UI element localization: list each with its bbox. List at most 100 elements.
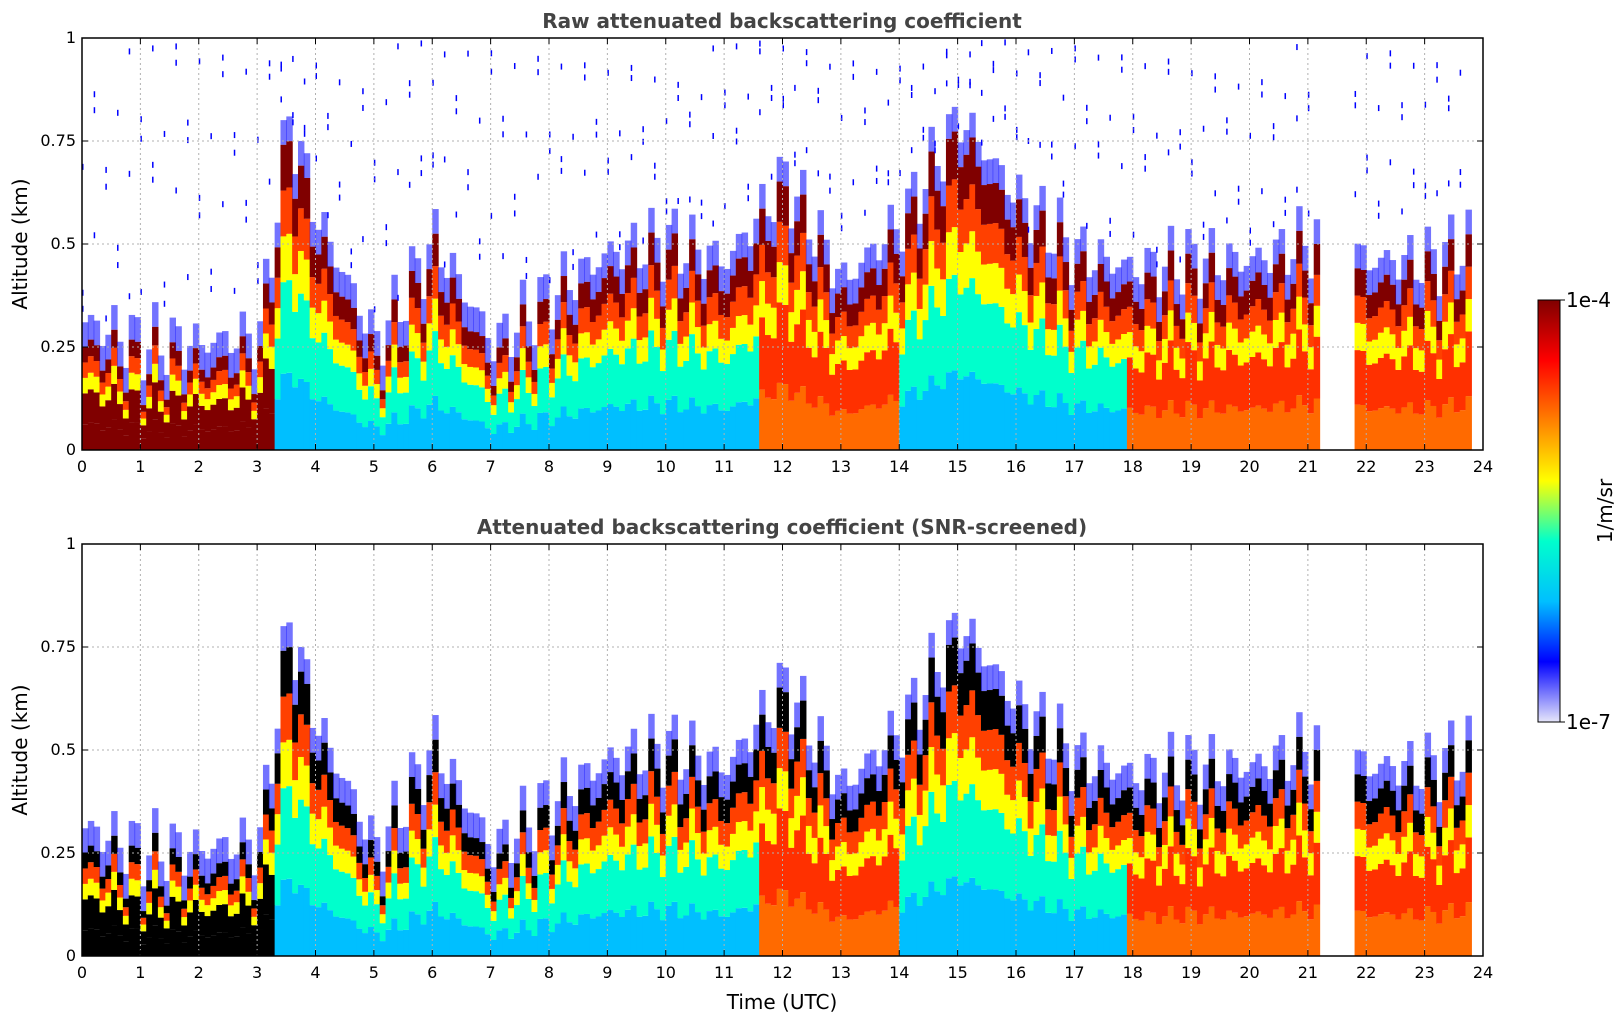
profile-column	[776, 156, 784, 450]
profile-column	[589, 274, 597, 450]
profile-column	[362, 839, 369, 956]
profile-column	[1354, 90, 1362, 450]
x-tick-label: 19	[1181, 963, 1201, 982]
profile-column	[397, 43, 404, 450]
profile-column	[729, 756, 737, 956]
profile-column	[128, 48, 136, 450]
profile-column	[1138, 284, 1146, 450]
profile-column	[1418, 788, 1426, 956]
profile-column	[1261, 79, 1268, 450]
profile-column	[1296, 712, 1303, 956]
profile-column	[449, 252, 457, 450]
profile-column	[1021, 704, 1029, 956]
profile-column	[1173, 785, 1181, 956]
profile-column	[1132, 113, 1140, 450]
profile-column	[887, 99, 895, 450]
profile-column	[718, 772, 725, 956]
profile-column	[683, 769, 690, 956]
profile-column	[1179, 800, 1186, 956]
x-tick-label: 7	[486, 963, 496, 982]
profile-column	[916, 223, 924, 450]
profile-column	[1103, 256, 1110, 450]
profile-column	[934, 671, 941, 956]
profile-column	[584, 62, 591, 450]
profile-column	[379, 871, 387, 956]
profile-column	[578, 258, 585, 450]
x-tick-label: 0	[77, 963, 87, 982]
profile-column	[1138, 790, 1146, 956]
profile-column	[344, 274, 352, 450]
profile-column	[741, 738, 749, 956]
profile-column	[992, 60, 1000, 450]
x-tick-label: 18	[1123, 457, 1143, 476]
y-tick-label: 1	[66, 28, 76, 47]
profile-column	[940, 687, 947, 956]
profile-column	[998, 165, 1005, 450]
x-ticks-raw: 0 1 2 3 4 5 6 7 8 9 10 11 12 13 14 15 16 17 18 19 20 21 22 23 24	[77, 38, 1493, 476]
profile-column	[829, 63, 836, 450]
y-tick-label: 0.75	[40, 637, 76, 656]
profile-column	[607, 69, 614, 450]
panel-title-snr: Attenuated backscattering coefficient (S…	[477, 515, 1087, 539]
profile-column	[928, 126, 935, 450]
profile-column	[1249, 762, 1256, 956]
raw-backscatter-panel: Raw attenuated backscattering coefficien…	[8, 9, 1493, 476]
profile-column	[233, 854, 241, 956]
profile-column	[811, 762, 819, 956]
profile-column	[82, 163, 89, 450]
profile-column	[624, 746, 632, 956]
profile-column	[870, 243, 877, 450]
x-tick-label: 13	[831, 963, 851, 982]
profile-column	[502, 115, 509, 450]
profile-column	[969, 618, 976, 956]
profile-column	[408, 752, 416, 956]
profile-column	[368, 815, 375, 956]
profile-column	[718, 266, 725, 450]
profile-column	[572, 806, 579, 956]
profile-column	[706, 245, 714, 450]
profile-column	[870, 749, 877, 956]
profile-column	[963, 636, 970, 956]
profile-column	[461, 302, 468, 450]
profile-column	[1278, 735, 1286, 956]
profile-column	[689, 720, 696, 956]
profile-column	[712, 746, 719, 956]
colorbar-bar	[1537, 299, 1561, 723]
profile-column	[245, 68, 252, 450]
profile-column	[817, 87, 824, 450]
profile-column	[671, 208, 679, 450]
y-tick-label: 0.75	[40, 131, 76, 150]
profile-column	[1372, 773, 1379, 956]
profile-column	[187, 851, 194, 956]
profile-column	[117, 847, 124, 956]
profile-column	[1086, 783, 1093, 956]
profile-column	[1220, 786, 1227, 956]
profile-column	[449, 758, 457, 956]
profile-column	[1465, 209, 1472, 450]
profile-column	[747, 752, 754, 956]
profile-column	[1021, 198, 1029, 450]
profile-column	[455, 95, 463, 450]
profile-column	[496, 828, 503, 956]
profile-column	[601, 759, 608, 956]
profile-column	[1255, 753, 1262, 956]
profile-column	[899, 65, 906, 450]
profile-column	[1080, 226, 1087, 450]
profile-column	[297, 140, 305, 450]
profile-column	[1208, 228, 1216, 450]
profile-column	[408, 80, 416, 450]
profile-column	[601, 253, 608, 450]
profile-column	[893, 735, 900, 956]
profile-column	[403, 826, 410, 956]
profile-column	[741, 232, 749, 450]
profile-column	[975, 141, 982, 450]
profile-column	[1226, 749, 1233, 956]
profile-column	[385, 826, 392, 956]
x-tick-label: 6	[427, 457, 437, 476]
x-tick-label: 23	[1414, 963, 1434, 982]
profile-column	[1126, 762, 1134, 956]
profile-column	[1121, 765, 1128, 956]
profile-column	[823, 745, 830, 956]
profile-column	[473, 307, 480, 450]
profile-column	[735, 43, 743, 450]
